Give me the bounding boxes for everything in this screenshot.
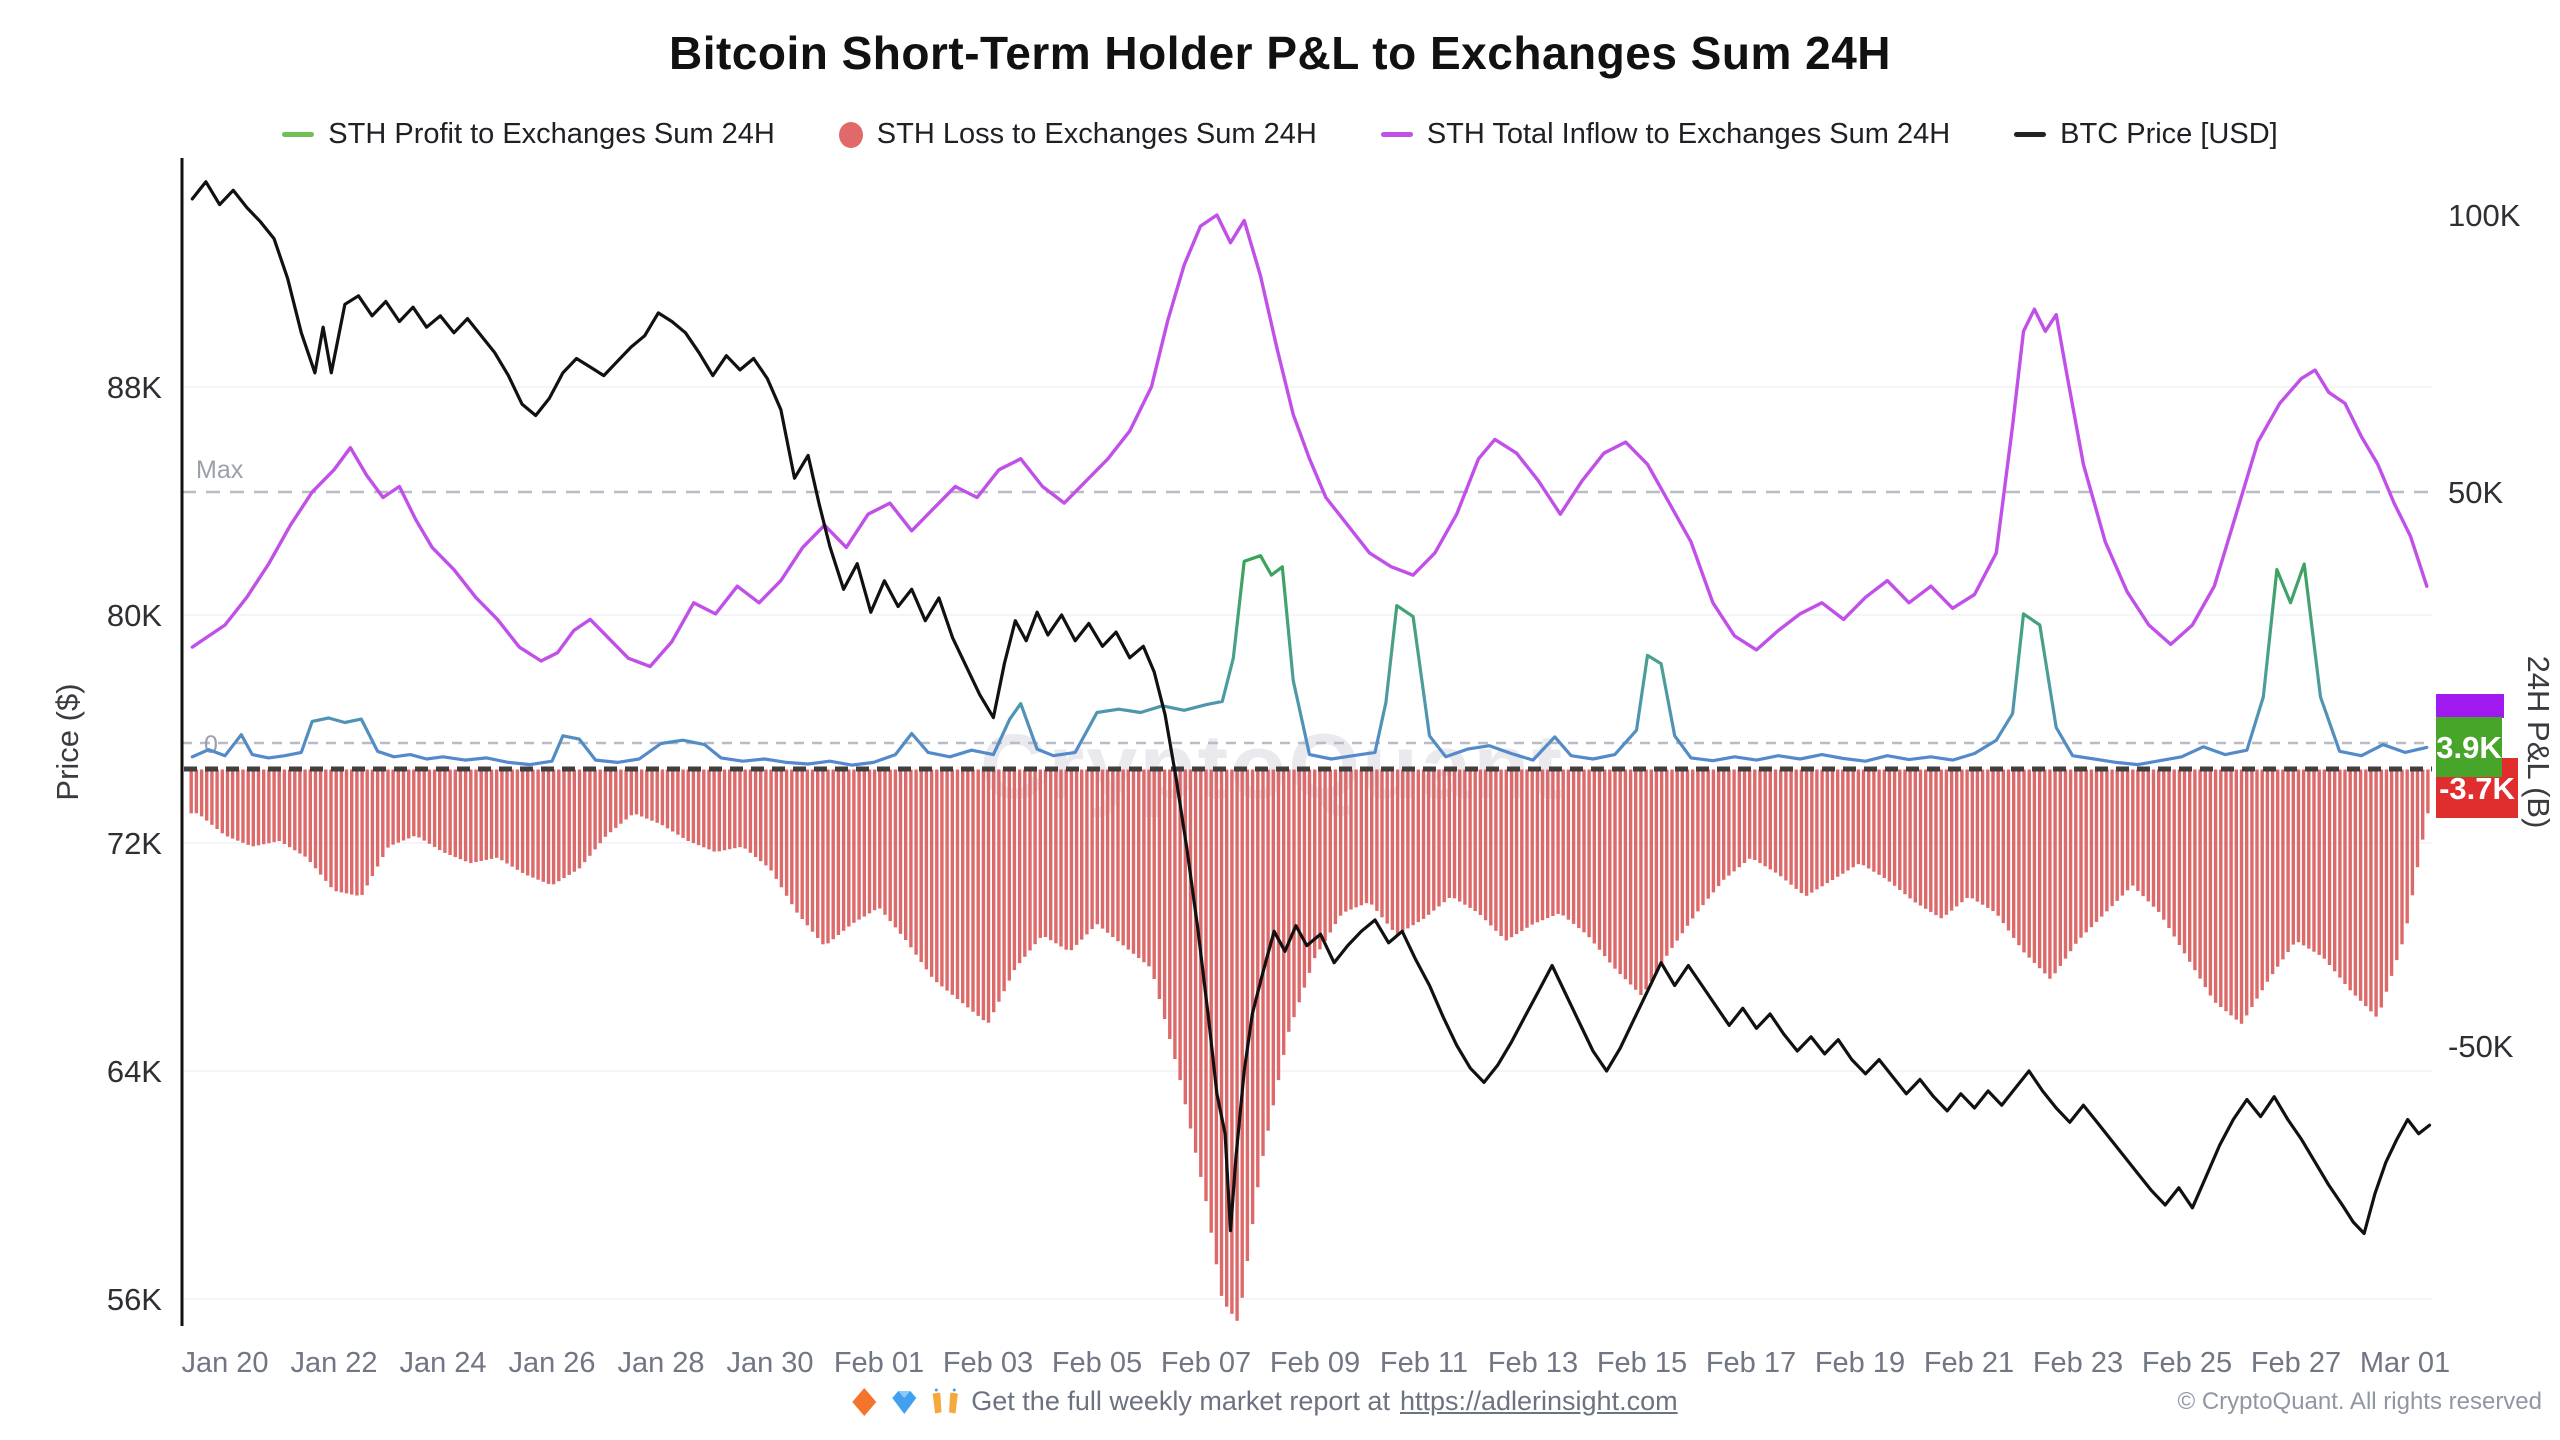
left-axis-tick: 64K [107,1054,162,1089]
x-axis-tick: Feb 27 [2251,1347,2341,1379]
btc-price-line [190,180,2432,1236]
profit-value-label: 3.9K [2436,730,2502,765]
x-axis-tick: Feb 17 [1706,1347,1796,1379]
legend-label: STH Profit to Exchanges Sum 24H [328,118,775,150]
orange-diamond-icon [852,1387,877,1416]
legend-label: BTC Price [USD] [2060,118,2278,150]
x-axis-tick: Feb 15 [1597,1347,1687,1379]
x-axis-tick: Jan 22 [290,1347,377,1379]
footer: Get the full weekly market report at htt… [0,1386,2560,1436]
left-axis-tick: 56K [107,1282,162,1317]
x-axis-tick: Feb 09 [1270,1347,1360,1379]
x-axis-tick: Jan 20 [181,1347,268,1379]
left-axis-tick: 72K [107,826,162,861]
x-axis-tick: Feb 07 [1161,1347,1251,1379]
promo-link[interactable]: https://adlerinsight.com [1399,1386,1678,1416]
profit-value-badge [2436,717,2502,777]
zero-line-label: 0 [204,731,218,759]
x-axis-tick: Feb 21 [1924,1347,2014,1379]
left-axis-tick: 80K [107,598,162,633]
copyright: © CryptoQuant. All rights reserved [2177,1388,2543,1415]
x-axis-tick: Feb 01 [834,1347,924,1379]
x-axis-tick: Jan 28 [617,1347,704,1379]
x-axis-tick: Feb 25 [2142,1347,2232,1379]
legend-line-marker [282,132,315,137]
max-line-label: Max [196,456,244,484]
promo-text: Get the full weekly market report at [971,1386,1390,1416]
legend-label: STH Loss to Exchanges Sum 24H [876,118,1317,150]
x-axis-tick: Feb 23 [2033,1347,2123,1379]
right-axis-tick: 50K [2448,475,2503,510]
legend-item-1[interactable]: STH Loss to Exchanges Sum 24H [838,118,1317,151]
inflow-value-badge [2436,694,2504,718]
right-axis-tick: -50K [2448,1029,2514,1064]
legend-item-2[interactable]: STH Total Inflow to Exchanges Sum 24H [1380,118,1951,151]
x-axis-tick: Feb 03 [943,1347,1033,1379]
left-axis-title: Price ($) [50,683,85,800]
loss-bars [189,769,2430,1321]
left-axis-tick: 88K [107,370,162,405]
promo: Get the full weekly market report at htt… [849,1386,1678,1417]
legend-label: STH Total Inflow to Exchanges Sum 24H [1426,118,1951,150]
legend-item-3[interactable]: BTC Price [USD] [2014,118,2278,151]
legend-item-0[interactable]: STH Profit to Exchanges Sum 24H [282,118,775,151]
legend: STH Profit to Exchanges Sum 24H STH Loss … [0,118,2560,151]
x-axis-tick: Mar 01 [2360,1347,2450,1379]
inflow-line [190,213,2429,669]
x-axis-tick: Jan 26 [508,1347,595,1379]
right-axis-tick: 100K [2448,198,2521,233]
x-axis-tick: Feb 11 [1380,1347,1468,1379]
raising-hands-icon [932,1388,959,1414]
x-axis-tick: Jan 24 [399,1347,486,1379]
profit-line [190,554,2429,767]
x-axis-tick: Feb 19 [1815,1347,1905,1379]
page-title: Bitcoin Short-Term Holder P&L to Exchang… [668,27,1892,79]
gem-icon [892,1390,917,1414]
legend-circle-marker [838,121,863,148]
x-axis-tick: Feb 05 [1052,1347,1142,1379]
legend-line-marker [2014,132,2047,137]
right-axis-title: 24H P&L (B) [2521,656,2556,829]
x-axis-tick: Feb 13 [1488,1347,1578,1379]
legend-line-marker [1380,132,1413,137]
x-axis-tick: Jan 30 [726,1347,813,1379]
